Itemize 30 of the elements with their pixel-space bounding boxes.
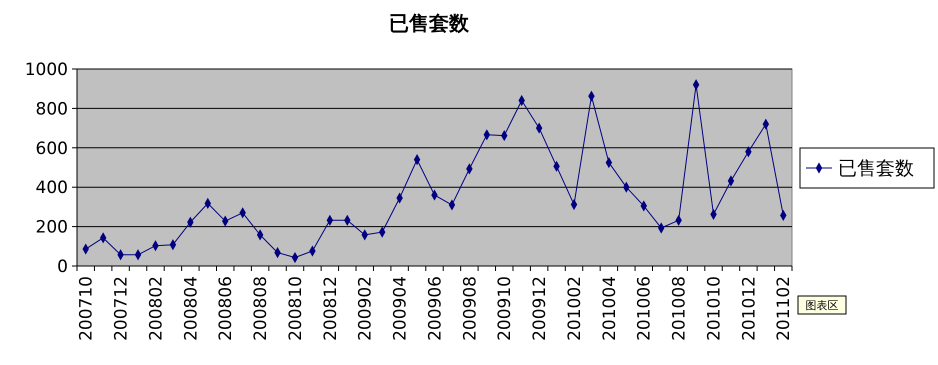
x-tick-label: 200802 [146,276,166,341]
y-tick-label: 1000 [24,60,68,80]
x-tick-label: 200908 [460,276,480,341]
x-tick-label: 201010 [704,276,724,341]
y-tick-label: 400 [36,178,68,198]
x-tick-label: 200910 [495,276,516,341]
x-tick-label: 200812 [320,276,341,341]
x-tick-label: 201008 [670,276,690,341]
y-tick-label: 0 [57,256,68,277]
y-tick-label: 200 [36,218,68,238]
x-tick-label: 200902 [356,276,376,341]
x-tick-label: 200906 [425,276,446,341]
legend-label: 已售套数 [838,158,914,180]
x-tick-label: 200710 [76,276,97,341]
x-tick-label: 200912 [530,276,550,341]
x-tick-label: 200712 [112,276,132,341]
x-tick-label: 201004 [600,276,620,341]
x-tick-label: 201006 [634,276,655,341]
chart-title: 已售套数 [389,11,470,35]
x-tick-label: 200904 [390,276,411,341]
x-tick-label: 201012 [739,276,760,341]
y-tick-label: 800 [36,99,68,120]
x-tick-label: 201102 [774,276,794,341]
text: 图表区 [806,298,838,312]
x-tick-label: 200804 [181,276,202,341]
x-tick-label: 201002 [564,276,585,341]
x-tick-label: 200810 [286,276,306,341]
y-tick-label: 600 [36,138,68,159]
x-tick-label: 200808 [251,276,272,341]
x-tick-label: 200806 [216,276,236,341]
